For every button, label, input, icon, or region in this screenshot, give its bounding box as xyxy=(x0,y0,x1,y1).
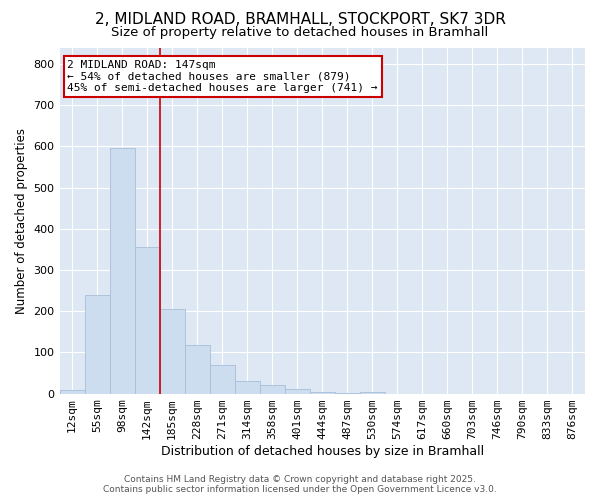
Bar xyxy=(260,386,285,394)
Text: Size of property relative to detached houses in Bramhall: Size of property relative to detached ho… xyxy=(112,26,488,39)
Bar xyxy=(360,392,385,394)
Y-axis label: Number of detached properties: Number of detached properties xyxy=(15,128,28,314)
Bar xyxy=(185,345,209,394)
Text: 2, MIDLAND ROAD, BRAMHALL, STOCKPORT, SK7 3DR: 2, MIDLAND ROAD, BRAMHALL, STOCKPORT, SK… xyxy=(95,12,505,28)
Bar xyxy=(235,381,260,394)
Bar xyxy=(335,393,360,394)
Bar xyxy=(134,248,160,394)
X-axis label: Distribution of detached houses by size in Bramhall: Distribution of detached houses by size … xyxy=(161,444,484,458)
Bar xyxy=(59,390,85,394)
Bar xyxy=(110,148,134,394)
Bar xyxy=(85,294,110,394)
Bar xyxy=(209,364,235,394)
Text: Contains HM Land Registry data © Crown copyright and database right 2025.
Contai: Contains HM Land Registry data © Crown c… xyxy=(103,474,497,494)
Text: 2 MIDLAND ROAD: 147sqm
← 54% of detached houses are smaller (879)
45% of semi-de: 2 MIDLAND ROAD: 147sqm ← 54% of detached… xyxy=(67,60,378,93)
Bar xyxy=(160,309,185,394)
Bar xyxy=(310,392,335,394)
Bar xyxy=(285,390,310,394)
